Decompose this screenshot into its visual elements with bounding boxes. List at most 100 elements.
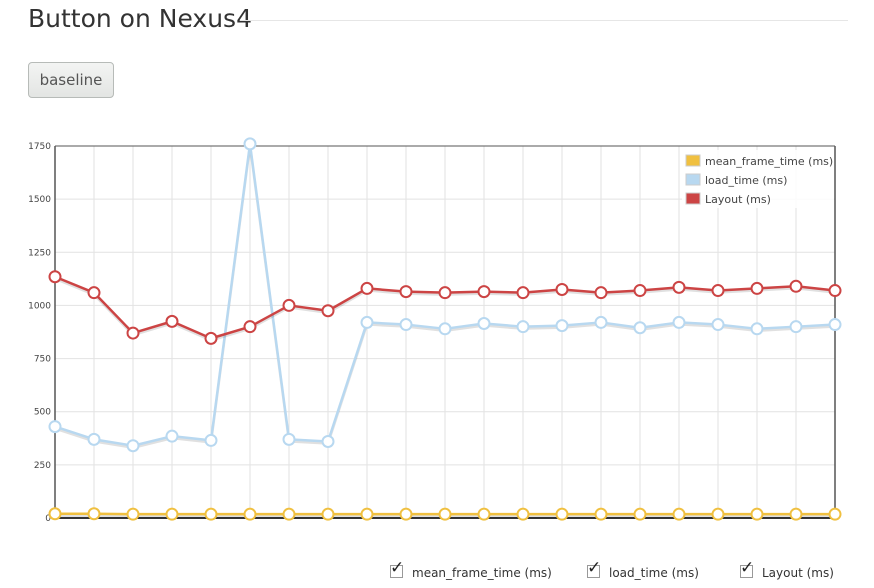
toggle-layout[interactable]: ✓ Layout (ms) [740, 559, 834, 584]
data-point [321, 507, 335, 521]
data-point [594, 286, 608, 300]
data-point [828, 507, 842, 521]
chart-legend: mean_frame_time (ms) load_time (ms) Layout… [682, 150, 834, 208]
data-point [243, 507, 257, 521]
baseline-button[interactable]: baseline [28, 62, 114, 98]
checkmark-icon: ✓ [587, 557, 602, 578]
data-point [711, 284, 725, 298]
y-tick-label: 1750 [28, 142, 51, 152]
y-tick-label: 500 [34, 408, 51, 418]
toggle-label: Layout (ms) [762, 566, 834, 580]
data-point [477, 316, 491, 330]
checkmark-icon: ✓ [740, 557, 755, 578]
y-tick-label: 750 [34, 355, 51, 365]
data-point [750, 322, 764, 336]
data-point [516, 507, 530, 521]
data-point [672, 315, 686, 329]
y-tick-label: 1500 [28, 195, 51, 205]
data-point [126, 326, 140, 340]
data-point [48, 420, 62, 434]
data-point [282, 507, 296, 521]
series-2 [48, 270, 842, 345]
legend-label: Layout (ms) [705, 193, 771, 206]
series-1 [48, 137, 842, 453]
data-point [750, 281, 764, 295]
data-point [633, 321, 647, 335]
checkmark-icon: ✓ [390, 557, 405, 578]
data-point [594, 507, 608, 521]
data-point [555, 319, 569, 333]
data-point [633, 507, 647, 521]
y-tick-label: 1000 [28, 301, 51, 311]
data-point [555, 282, 569, 296]
legend-swatch [685, 192, 701, 205]
data-point [828, 284, 842, 298]
data-point [477, 507, 491, 521]
data-point [399, 318, 413, 332]
toggle-load-time[interactable]: ✓ load_time (ms) [587, 559, 699, 584]
checkbox[interactable]: ✓ [587, 559, 601, 578]
data-point [399, 285, 413, 299]
data-point [438, 286, 452, 300]
data-point [789, 279, 803, 293]
title-divider [240, 20, 848, 21]
y-tick-label: 250 [34, 461, 51, 471]
data-point [360, 507, 374, 521]
data-point [789, 320, 803, 334]
line-chart: 0 250 500 750 1000 1250 1500 1750 mean_frame_ti… [28, 137, 842, 524]
data-point [282, 432, 296, 446]
data-point [633, 284, 647, 298]
data-point [243, 137, 257, 151]
data-point [87, 507, 101, 521]
data-point [750, 507, 764, 521]
data-point [204, 507, 218, 521]
data-point [165, 507, 179, 521]
data-point [399, 507, 413, 521]
data-point [360, 315, 374, 329]
data-point [126, 507, 140, 521]
data-point [711, 507, 725, 521]
legend-label: load_time (ms) [705, 174, 787, 187]
data-point [594, 315, 608, 329]
data-point [672, 280, 686, 294]
data-point [204, 331, 218, 345]
data-point [87, 432, 101, 446]
data-point [516, 286, 530, 300]
legend-label: mean_frame_time (ms) [705, 155, 833, 168]
toggle-label: mean_frame_time (ms) [412, 566, 552, 580]
legend-swatch [685, 173, 701, 186]
title-row: Button on Nexus4 [28, 2, 848, 38]
data-point [828, 318, 842, 332]
toggle-label: load_time (ms) [609, 566, 699, 580]
checkbox[interactable]: ✓ [390, 559, 404, 578]
data-point [204, 433, 218, 447]
data-point [321, 434, 335, 448]
data-point [87, 286, 101, 300]
data-point [360, 281, 374, 295]
data-point [438, 507, 452, 521]
data-point [243, 320, 257, 334]
data-point [789, 507, 803, 521]
y-axis-ticks: 0 250 500 750 1000 1250 1500 1750 [28, 142, 51, 524]
data-point [48, 507, 62, 521]
data-point [126, 439, 140, 453]
data-point [165, 429, 179, 443]
data-point [672, 507, 686, 521]
data-point [165, 314, 179, 328]
data-point [711, 318, 725, 332]
y-tick-label: 0 [45, 514, 51, 524]
data-point [555, 507, 569, 521]
y-tick-label: 1250 [28, 248, 51, 258]
checkbox[interactable]: ✓ [740, 559, 754, 578]
data-point [477, 285, 491, 299]
data-point [48, 270, 62, 284]
chart-series [48, 137, 842, 521]
toggle-mean-frame-time[interactable]: ✓ mean_frame_time (ms) [390, 559, 552, 584]
data-point [321, 304, 335, 318]
series-0 [48, 507, 842, 521]
data-point [438, 322, 452, 336]
data-point [282, 298, 296, 312]
data-point [516, 320, 530, 334]
legend-background [682, 150, 834, 208]
page-title: Button on Nexus4 [28, 4, 252, 33]
